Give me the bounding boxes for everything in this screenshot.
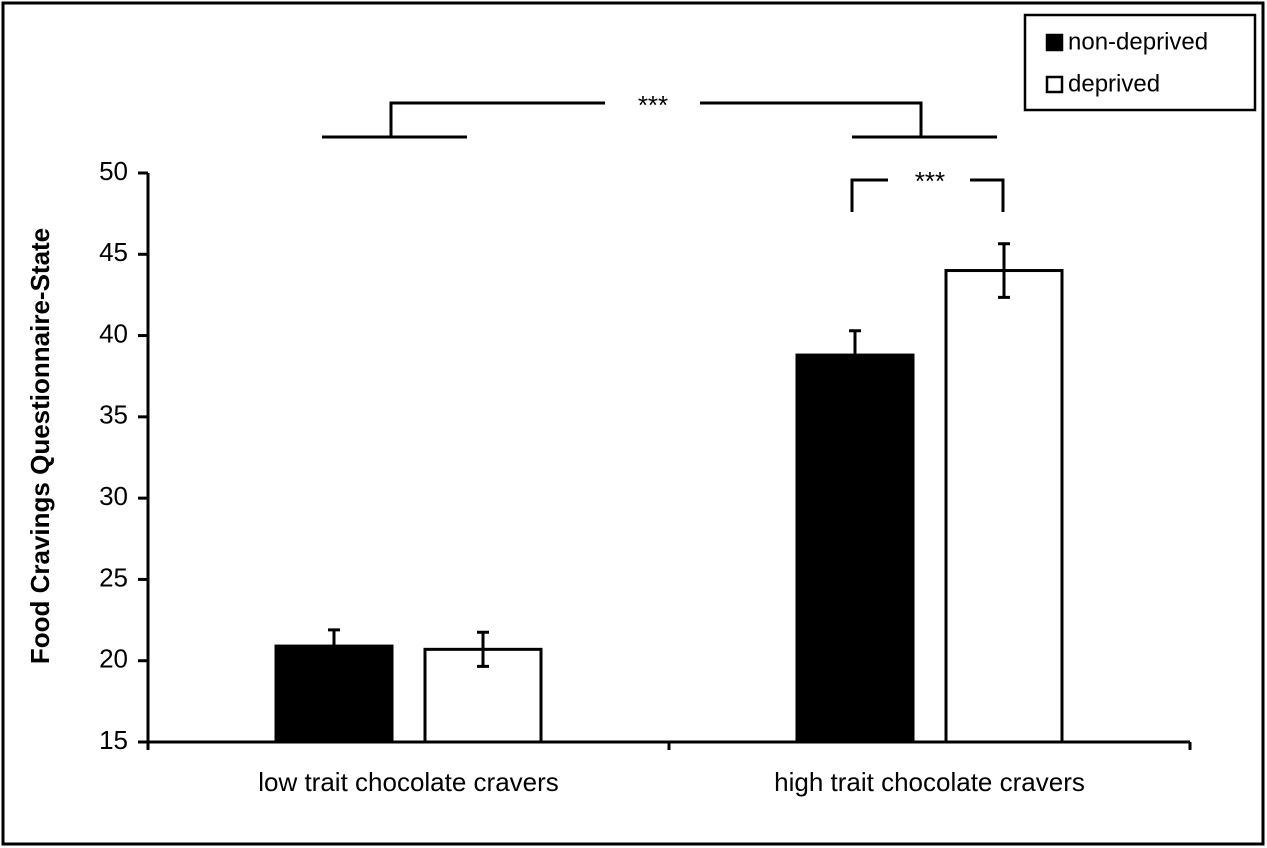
legend-swatch <box>1045 33 1064 52</box>
legend-swatch <box>1045 75 1064 94</box>
error-bar <box>849 329 861 381</box>
error-bar <box>477 630 489 668</box>
y-tick-label: 15 <box>99 725 128 755</box>
y-tick-label: 30 <box>99 481 128 511</box>
bracket <box>850 178 1005 212</box>
error-bar <box>998 242 1010 299</box>
y-tick-label: 25 <box>99 562 128 592</box>
bracket <box>322 101 997 139</box>
x-tick-label: high trait chocolate cravers <box>774 767 1085 797</box>
y-tick-label: 40 <box>99 318 128 348</box>
annotation: *** <box>915 166 945 196</box>
legend-box <box>1023 13 1257 112</box>
y-tick-label: 45 <box>99 237 128 267</box>
error-bar <box>328 628 340 664</box>
x-tick-label: low trait chocolate cravers <box>258 767 559 797</box>
legend: non-deprived deprived <box>1023 13 1257 112</box>
y-tick-label: 20 <box>99 644 128 674</box>
annotation: *** <box>638 90 668 120</box>
bar <box>795 353 915 744</box>
y-tick-label: 50 <box>99 156 128 186</box>
y-tick-label: 35 <box>99 400 128 430</box>
legend-label: deprived <box>1068 70 1160 97</box>
bar <box>944 269 1064 744</box>
legend-label: non-deprived <box>1068 28 1208 55</box>
y-axis-label: Food Cravings Questionnaire-State <box>25 228 55 664</box>
